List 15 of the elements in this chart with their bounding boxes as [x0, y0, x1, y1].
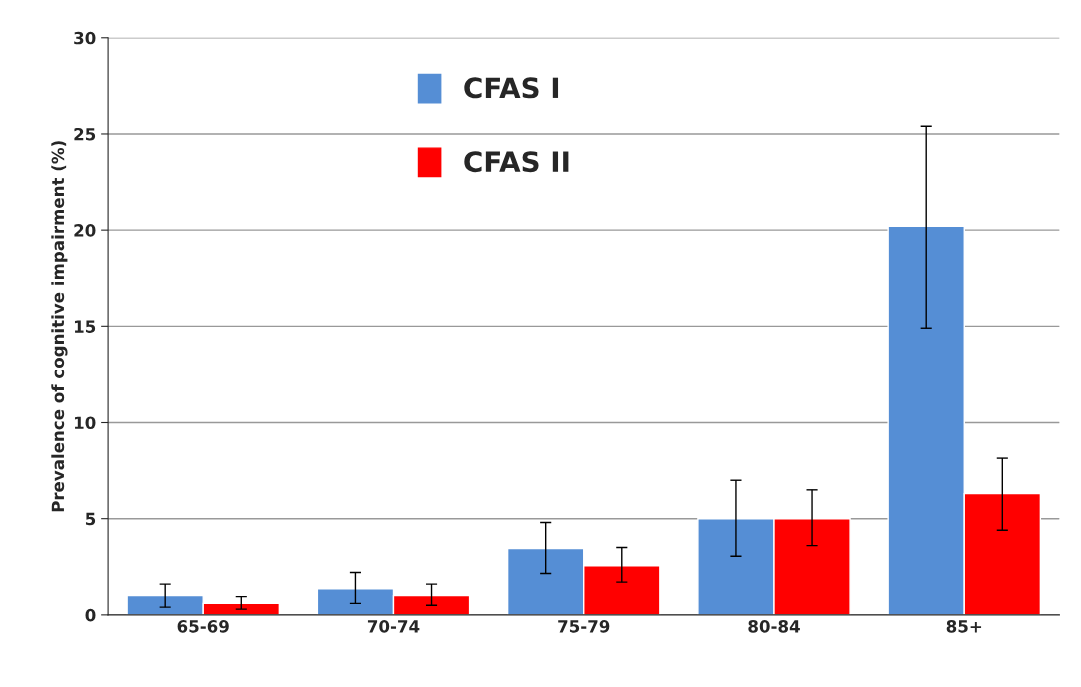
y-tick-label: 15	[74, 320, 96, 333]
x-tick-label: 70-74	[367, 620, 420, 633]
x-tick-label: 85+	[946, 620, 982, 633]
y-tick-label: 5	[85, 512, 96, 526]
legend-label: CFAS II	[464, 151, 569, 173]
y-tick-label: 20	[74, 224, 96, 237]
x-tick-label: 65-69	[177, 620, 229, 633]
x-tick-label: 75-79	[558, 620, 610, 633]
y-tick-label: 10	[74, 416, 96, 430]
y-tick-label: 30	[74, 31, 96, 45]
y-tick-label: 25	[74, 127, 96, 141]
y-tick-label: 0	[85, 608, 96, 622]
legend-label: CFAS I	[464, 77, 559, 99]
y-axis-title: Prevalence of cognitive impairment (%)	[51, 141, 68, 512]
x-tick-label: 80-84	[748, 620, 800, 633]
